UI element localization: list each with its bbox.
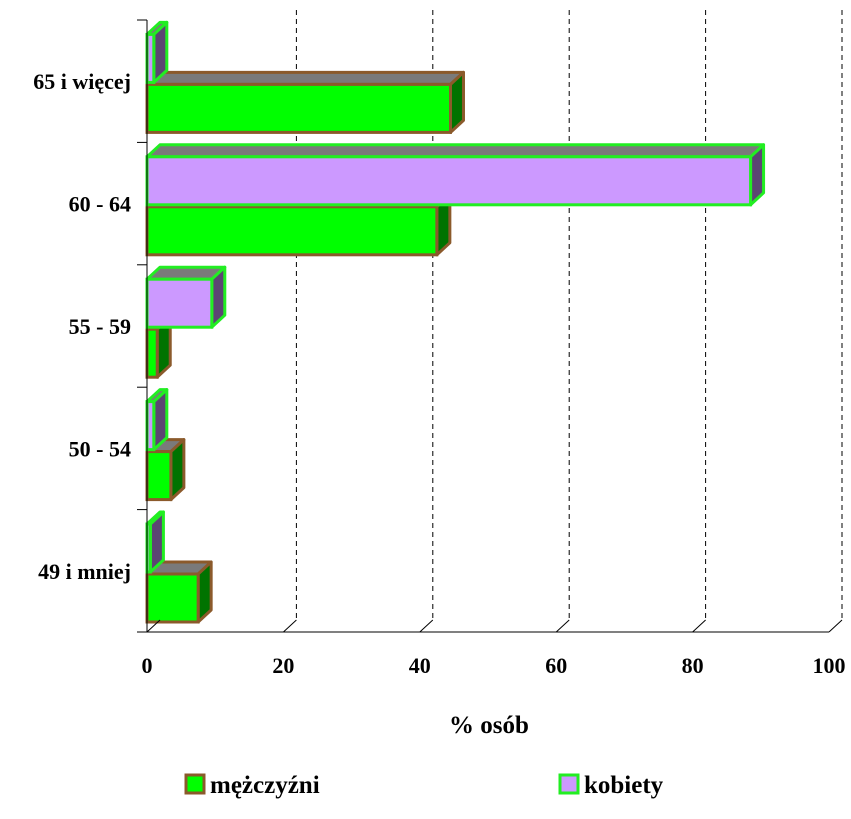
x-tick — [283, 619, 297, 633]
bar-side-face — [448, 70, 465, 134]
x-tick-label: 0 — [142, 653, 153, 678]
bar-front-face — [145, 450, 173, 502]
legend-label: mężczyźni — [210, 772, 320, 799]
y-tick-label: 60 - 64 — [69, 192, 131, 217]
bar-side-face — [210, 265, 227, 329]
bar-side-face — [749, 143, 766, 207]
bar-2-female — [145, 265, 227, 329]
bar-front-face — [145, 277, 214, 329]
x-tick — [419, 619, 434, 633]
bar-front-face — [145, 400, 156, 452]
x-tick-label: 40 — [409, 653, 431, 678]
bar-4-male — [145, 70, 465, 134]
bar-side-face — [152, 20, 169, 84]
bar-3-female — [145, 143, 766, 207]
x-tick — [555, 619, 570, 633]
bar-front-face — [145, 522, 152, 574]
bar-1-female — [145, 388, 169, 452]
x-tick-label: 100 — [813, 653, 846, 678]
x-tick — [692, 619, 706, 633]
axes — [137, 19, 843, 633]
y-tick-label: 65 i więcej — [33, 69, 131, 94]
bar-front-face — [145, 327, 159, 379]
bar-front-face — [145, 155, 753, 207]
bar-0-female — [145, 510, 165, 574]
bars — [145, 20, 766, 624]
x-tick-label: 80 — [682, 653, 704, 678]
bar-side-face — [148, 510, 165, 574]
x-tick — [828, 619, 843, 633]
bar-0-male — [145, 560, 213, 624]
legend-label: kobiety — [584, 772, 664, 799]
tick-labels: 0 20 40 60 80 100 49 i mniej 50 - 54 55 - 59 60 -… — [33, 69, 845, 678]
legend-swatch — [184, 773, 206, 795]
bar-front-face — [145, 572, 200, 624]
y-tick-label: 49 i mniej — [38, 559, 131, 584]
y-tick-label: 50 - 54 — [69, 436, 131, 461]
x-tick-label: 20 — [272, 653, 294, 678]
legend: mężczyźni kobiety — [184, 772, 664, 799]
bar-top-face — [145, 143, 766, 159]
bar-top-face — [145, 70, 465, 86]
x-tick — [146, 619, 161, 633]
bar-side-face — [152, 388, 169, 452]
bar-front-face — [145, 205, 439, 257]
bar-4-female — [145, 20, 169, 84]
x-axis-title: % osób — [449, 712, 529, 739]
bar-1-male — [145, 438, 186, 502]
bar-front-face — [145, 82, 452, 134]
bar-front-face — [145, 32, 156, 84]
bar-side-face — [196, 560, 213, 624]
bar-side-face — [169, 438, 186, 502]
y-tick-label: 55 - 59 — [69, 314, 131, 339]
x-tick-label: 60 — [545, 653, 567, 678]
legend-swatch — [558, 773, 580, 795]
